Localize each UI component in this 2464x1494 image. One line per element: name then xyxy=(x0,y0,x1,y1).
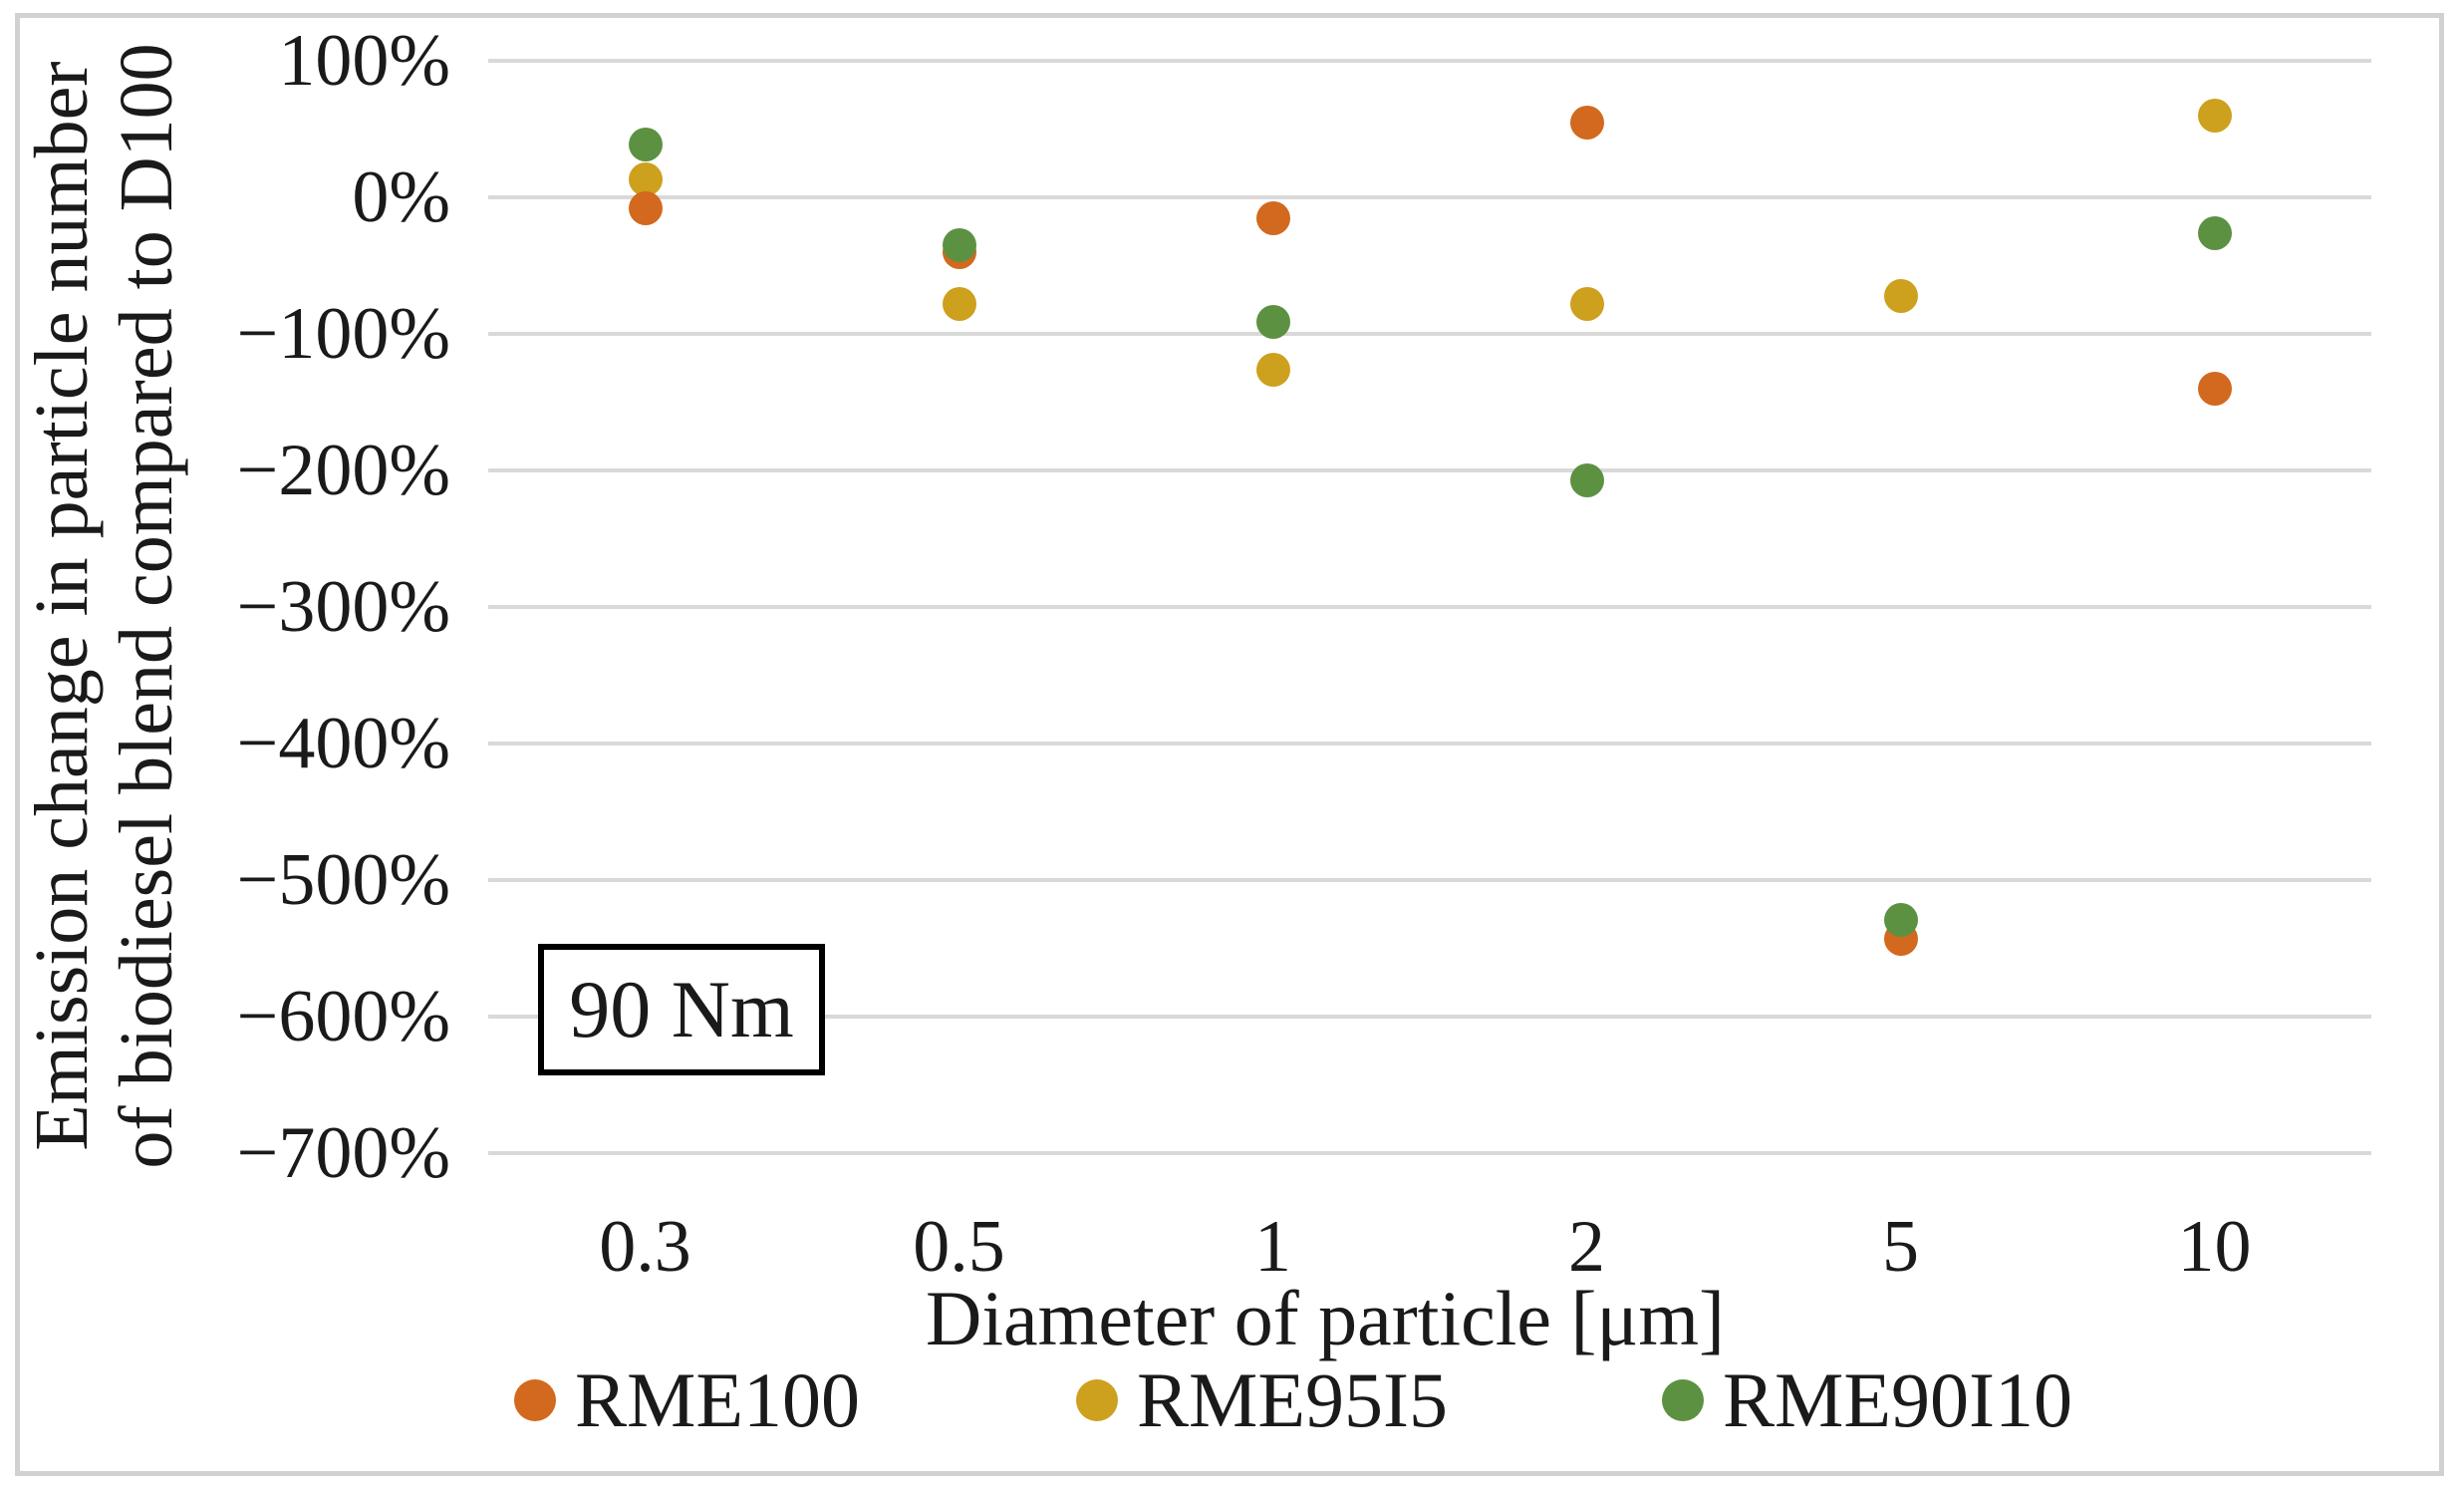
point-RME95I5-0.3 xyxy=(628,162,663,197)
point-RME90I10-0.3 xyxy=(628,127,663,161)
y-tick-label: −100% xyxy=(236,293,450,375)
gridline xyxy=(488,742,2371,746)
gridline xyxy=(488,878,2371,882)
x-tick-label: 1 xyxy=(1254,1206,1291,1288)
point-RME90I10-10 xyxy=(2197,215,2232,250)
point-RME95I5-5 xyxy=(1883,278,1918,313)
point-RME100-2 xyxy=(1569,105,1604,140)
legend-entry-RME100: RME100 xyxy=(514,1354,860,1446)
legend-entry-RME90I10: RME90I10 xyxy=(1662,1354,2072,1446)
x-tick-label: 5 xyxy=(1882,1206,1919,1288)
point-RME90I10-1 xyxy=(1255,304,1290,339)
legend-marker-icon xyxy=(1076,1379,1118,1421)
x-tick-label: 0.5 xyxy=(913,1206,1005,1288)
annotation-text: 90 Nm xyxy=(569,964,794,1054)
gridline xyxy=(488,1015,2371,1019)
point-RME100-1 xyxy=(1255,200,1290,235)
y-tick-label: −300% xyxy=(236,566,450,648)
x-axis-title: Diameter of particle [μm] xyxy=(926,1275,1725,1361)
legend-label: RME90I10 xyxy=(1723,1356,2072,1443)
point-RME95I5-10 xyxy=(2197,98,2232,133)
x-tick-label: 10 xyxy=(2177,1206,2252,1288)
legend-entry-RME95I5: RME95I5 xyxy=(1076,1354,1448,1446)
point-RME95I5-1 xyxy=(1255,352,1290,387)
y-tick-label: 100% xyxy=(278,20,450,102)
point-RME90I10-5 xyxy=(1883,902,1918,937)
annotation-box: 90 Nm xyxy=(538,944,825,1075)
gridline xyxy=(488,59,2371,63)
legend-label: RME100 xyxy=(575,1356,861,1443)
y-tick-label: 0% xyxy=(352,156,450,238)
gridline xyxy=(488,1151,2371,1155)
point-RME90I10-0.5 xyxy=(942,227,976,262)
point-RME100-0.3 xyxy=(628,190,663,225)
point-RME95I5-2 xyxy=(1569,286,1604,321)
x-tick-label: 0.3 xyxy=(599,1206,691,1288)
gridline xyxy=(488,332,2371,336)
point-RME90I10-2 xyxy=(1569,462,1604,497)
gridline xyxy=(488,605,2371,609)
y-tick-label: −700% xyxy=(236,1112,450,1194)
x-tick-label: 2 xyxy=(1568,1206,1605,1288)
y-tick-label: −600% xyxy=(236,976,450,1057)
legend-marker-icon xyxy=(1662,1379,1704,1421)
gridline xyxy=(488,195,2371,199)
point-RME95I5-0.5 xyxy=(942,286,976,321)
legend-marker-icon xyxy=(514,1379,556,1421)
legend-label: RME95I5 xyxy=(1137,1356,1448,1443)
y-tick-label: −500% xyxy=(236,839,450,921)
gridline xyxy=(488,468,2371,472)
y-tick-label: −400% xyxy=(236,703,450,784)
y-tick-label: −200% xyxy=(236,430,450,511)
point-RME100-10 xyxy=(2197,371,2232,406)
